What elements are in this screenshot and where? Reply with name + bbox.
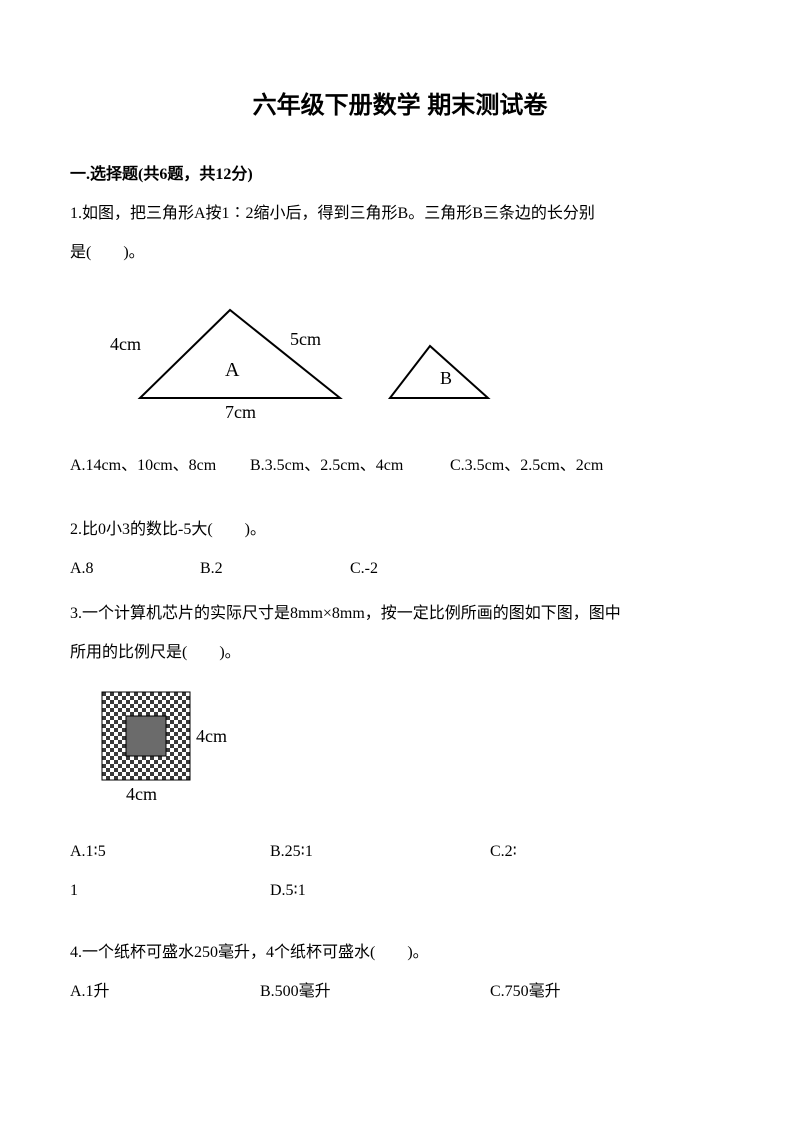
q4-optB: B.500毫升 — [260, 974, 490, 1009]
q1-optB: B.3.5cm、2.5cm、4cm — [250, 448, 450, 483]
q2-optC: C.-2 — [350, 551, 450, 586]
q2-options: A.8 B.2 C.-2 — [70, 551, 730, 586]
q3-optA: A.1∶5 — [70, 834, 270, 869]
q2-optA: A.8 — [70, 551, 200, 586]
triA-side2-label: 5cm — [290, 329, 321, 349]
chip-w-label: 4cm — [126, 784, 157, 804]
q1-stem-line1: 1.如图，把三角形A按1∶2缩小后，得到三角形B。三角形B三条边的长分别 — [70, 196, 730, 231]
q3-stem-line1: 3.一个计算机芯片的实际尺寸是8mm×8mm，按一定比例所画的图如下图，图中 — [70, 596, 730, 631]
q4-optC: C.750毫升 — [490, 974, 640, 1009]
q3-options-line1: A.1∶5 B.25∶1 C.2∶ — [70, 834, 730, 869]
q3-optB: B.25∶1 — [270, 834, 490, 869]
triA-side1-label: 4cm — [110, 334, 141, 354]
q3-options-line2: 1 D.5∶1 — [70, 873, 730, 908]
triB-label: B — [440, 368, 452, 388]
q3-opt1: 1 — [70, 873, 270, 908]
q4-options: A.1升 B.500毫升 C.750毫升 — [70, 974, 730, 1009]
q2-optB: B.2 — [200, 551, 350, 586]
page-title: 六年级下册数学 期末测试卷 — [70, 80, 730, 133]
triA-label: A — [225, 359, 240, 381]
q1-options: A.14cm、10cm、8cm B.3.5cm、2.5cm、4cm C.3.5c… — [70, 448, 730, 483]
q1-optA: A.14cm、10cm、8cm — [70, 448, 250, 483]
q1-optC: C.3.5cm、2.5cm、2cm — [450, 448, 650, 483]
q1-figure: 4cm 5cm 7cm A B — [70, 290, 730, 420]
q3-figure: 4cm 4cm — [90, 688, 730, 808]
q2-stem: 2.比0小3的数比-5大( )。 — [70, 512, 730, 547]
q3-optC: C.2∶ — [490, 834, 570, 869]
q3-stem-line2: 所用的比例尺是( )。 — [70, 635, 730, 670]
q4-stem: 4.一个纸杯可盛水250毫升，4个纸杯可盛水( )。 — [70, 935, 730, 970]
q3-optD: D.5∶1 — [270, 873, 470, 908]
section-header: 一.选择题(共6题，共12分) — [70, 157, 730, 192]
chip-h-label: 4cm — [196, 726, 227, 746]
q4-optA: A.1升 — [70, 974, 260, 1009]
triA-side3-label: 7cm — [225, 402, 256, 420]
q1-stem-line2: 是( )。 — [70, 235, 730, 270]
